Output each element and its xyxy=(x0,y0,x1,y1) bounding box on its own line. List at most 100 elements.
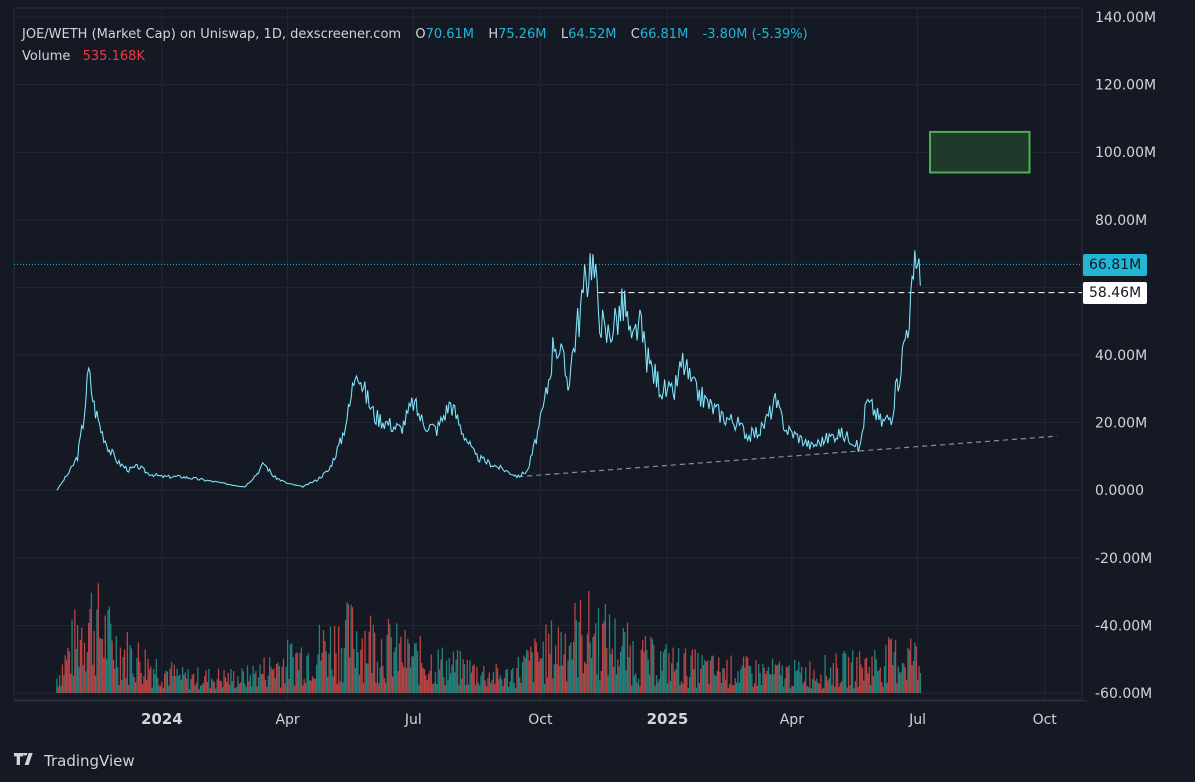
volume-bar xyxy=(657,682,659,693)
volume-bar xyxy=(876,671,879,693)
volume-bar xyxy=(639,686,641,693)
volume-bar xyxy=(911,665,913,693)
volume-bar xyxy=(835,653,837,693)
volume-bar xyxy=(908,649,910,693)
volume-bar xyxy=(488,672,490,693)
volume-bar xyxy=(517,656,519,693)
volume-bar xyxy=(791,686,793,693)
volume-bar xyxy=(571,659,573,693)
volume-bar xyxy=(152,668,155,693)
volume-bar xyxy=(194,685,196,693)
y-tick-label: 0.0000 xyxy=(1095,483,1144,499)
volume-bar xyxy=(186,678,188,693)
volume-bar xyxy=(110,623,112,693)
close-value: 66.81M xyxy=(639,27,689,42)
volume-bar xyxy=(231,681,233,693)
volume-bar xyxy=(129,645,131,693)
volume-bar xyxy=(369,615,372,693)
volume-bar xyxy=(690,655,692,693)
volume-bar xyxy=(251,686,253,693)
volume-bar xyxy=(462,659,464,693)
volume-bar xyxy=(635,673,637,693)
volume-bar xyxy=(802,683,804,693)
volume-bar xyxy=(708,683,710,693)
volume-bar xyxy=(789,688,792,693)
volume-bar xyxy=(117,666,119,693)
volume-bar xyxy=(195,682,198,693)
volume-bar xyxy=(716,671,718,693)
volume-bar xyxy=(405,667,408,693)
volume-bar xyxy=(338,626,340,693)
volume-bar xyxy=(432,684,434,693)
volume-bar xyxy=(887,637,890,693)
volume-bar xyxy=(477,682,479,693)
volume-bar xyxy=(476,667,478,693)
volume-bar xyxy=(299,652,301,693)
volume-bar xyxy=(282,658,285,693)
volume-bar xyxy=(401,662,403,693)
volume-bar xyxy=(459,651,461,693)
volume-bar xyxy=(140,672,142,693)
volume-bar xyxy=(101,639,104,693)
volume-bar xyxy=(581,635,583,693)
volume-bar xyxy=(520,682,522,693)
volume-bar xyxy=(342,682,344,693)
volume-bar xyxy=(327,676,329,693)
volume-bar xyxy=(839,683,841,693)
price-series-highlight xyxy=(56,250,921,491)
volume-bar xyxy=(543,683,546,693)
volume-bar xyxy=(767,666,770,693)
volume-bar xyxy=(71,619,73,693)
volume-bar xyxy=(239,682,242,693)
volume-bar xyxy=(206,682,209,693)
volume-bar xyxy=(622,627,624,693)
volume-bar xyxy=(467,684,470,693)
volume-bar xyxy=(868,667,870,693)
volume-bar xyxy=(820,674,822,693)
volume-bar xyxy=(646,649,648,693)
volume-bar xyxy=(610,653,612,693)
volume-bar xyxy=(794,659,796,693)
volume-bar xyxy=(226,681,228,693)
volume-bar xyxy=(890,638,893,693)
volume-bar xyxy=(112,659,115,693)
volume-bar xyxy=(553,664,555,693)
volume-bar xyxy=(755,660,757,693)
volume-bar xyxy=(600,670,602,693)
volume-bar xyxy=(668,653,670,693)
volume-bar xyxy=(397,671,399,693)
volume-bar xyxy=(557,627,560,693)
volume-bar xyxy=(199,685,202,693)
volume-bar xyxy=(385,682,387,693)
volume-bar xyxy=(523,655,525,693)
volume-bar xyxy=(912,660,915,693)
volume-bar xyxy=(465,685,467,693)
volume-bar xyxy=(333,626,336,693)
volume-bar xyxy=(719,671,721,693)
volume-bar xyxy=(103,657,105,693)
volume-bar xyxy=(842,653,844,693)
volume-bar xyxy=(445,660,448,693)
tradingview-logo-icon xyxy=(14,753,33,765)
y-tick-label: 20.00M xyxy=(1095,416,1147,432)
volume-bar xyxy=(485,686,488,693)
volume-bar xyxy=(320,660,322,693)
volume-bar xyxy=(382,666,384,693)
volume-bar xyxy=(838,686,840,693)
high-value: 75.26M xyxy=(498,27,547,42)
volume-bar xyxy=(472,665,474,693)
footer-brand[interactable]: TradingView xyxy=(14,748,135,774)
volume-bar xyxy=(823,687,825,693)
volume-bar xyxy=(415,642,417,693)
volume-bar xyxy=(347,604,350,693)
volume-bar xyxy=(201,684,203,693)
x-tick-label: Apr xyxy=(275,712,299,728)
volume-bar xyxy=(105,659,108,693)
volume-bar xyxy=(329,626,332,693)
volume-bar xyxy=(745,656,747,693)
volume-bar xyxy=(914,642,916,693)
volume-bar xyxy=(800,666,803,693)
volume-bar xyxy=(624,632,626,693)
volume-bar xyxy=(803,681,805,693)
